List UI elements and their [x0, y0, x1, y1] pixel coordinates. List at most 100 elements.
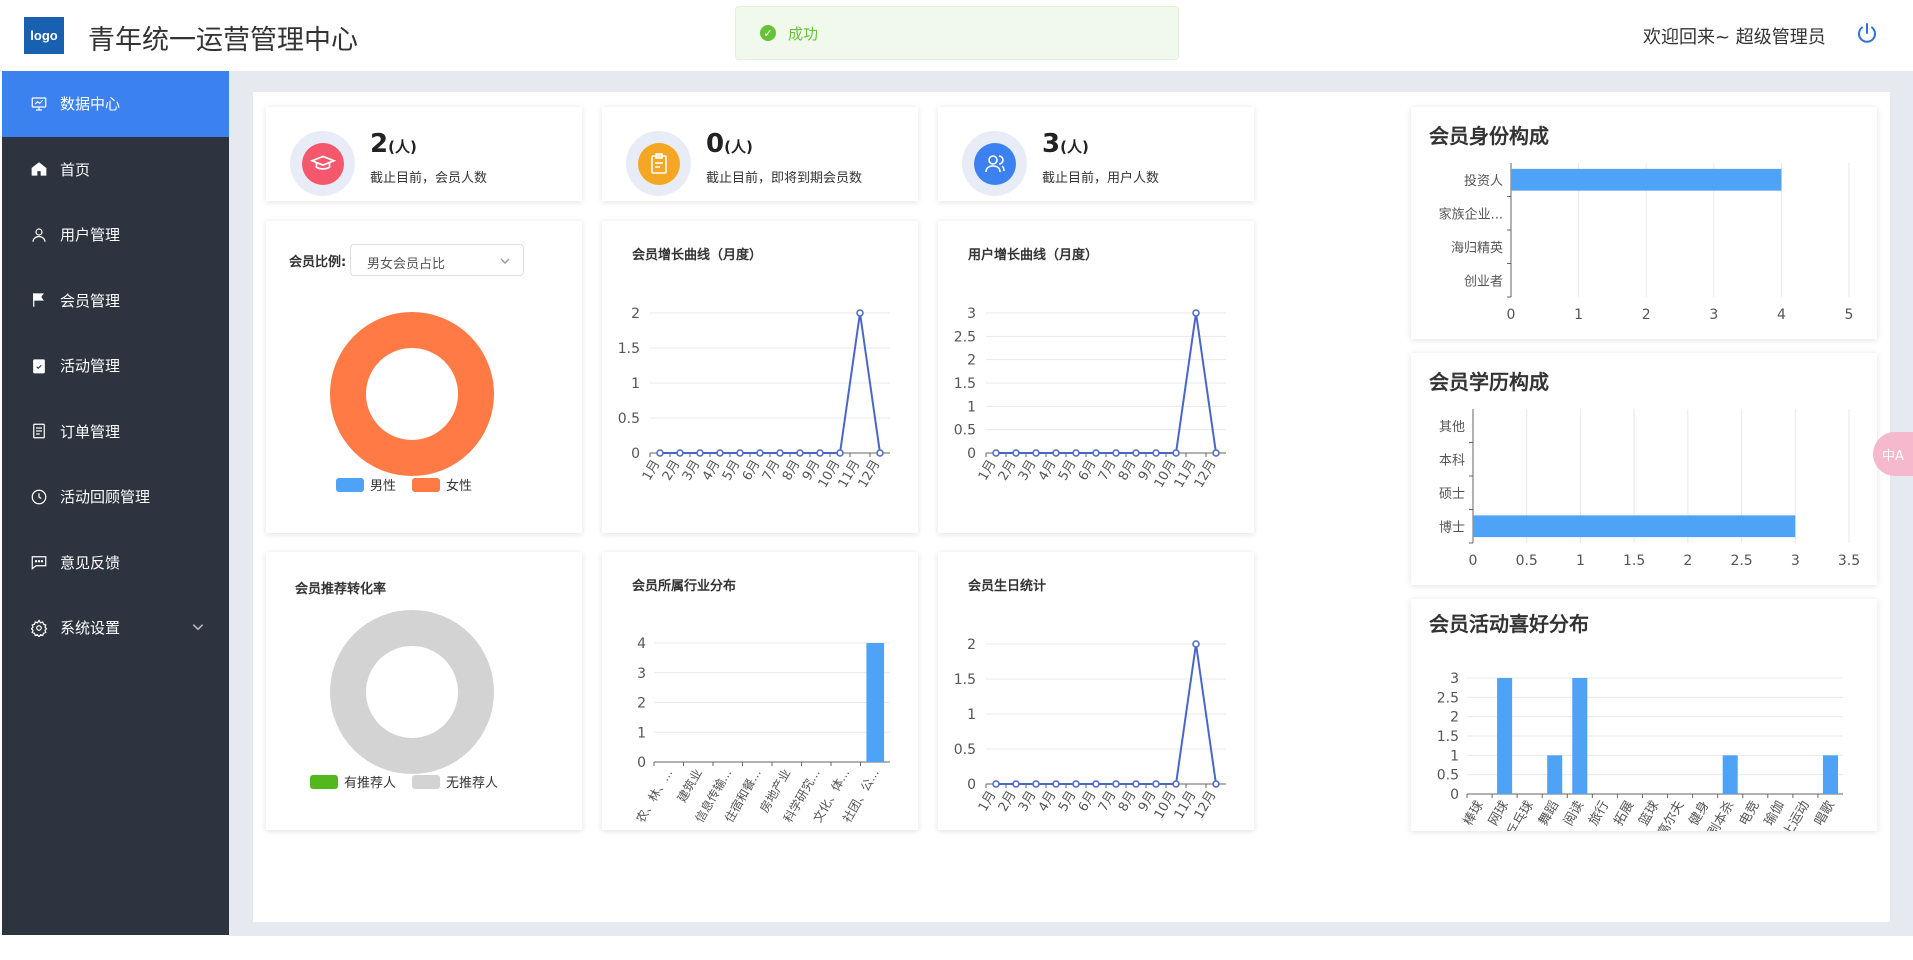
- chat-icon: [31, 556, 47, 571]
- member-ratio-label: 会员比例:: [289, 255, 347, 270]
- x-tick-label: 0.5: [1516, 553, 1538, 569]
- home-icon: [31, 162, 47, 176]
- chart-title: 会员学历构成: [1429, 370, 1549, 394]
- birthday-card: 会员生日统计 0 0.5 1 1.5 2 1月 2月 3月 4月 5月 6月 7月 8月 9月 10月 11月 1…: [938, 552, 1254, 830]
- data-point: [796, 449, 804, 457]
- power-icon[interactable]: [1855, 22, 1879, 46]
- stat-unit: (人): [1060, 138, 1089, 156]
- sidebar-item-label: 首页: [60, 160, 91, 179]
- bar: [1572, 678, 1588, 794]
- x-tick-label: 2: [1642, 307, 1651, 323]
- x-tick-label: 3月: [680, 458, 704, 484]
- x-tick-label: 1月: [640, 458, 664, 484]
- x-tick-label: 5月: [720, 458, 744, 484]
- sidebar-item-3[interactable]: 用户管理: [2, 202, 229, 268]
- pie-slice: [330, 312, 494, 476]
- chart-title: 会员所属行业分布: [632, 578, 736, 594]
- y-tick-label: 2: [631, 306, 640, 322]
- success-toast: ✓ 成功: [735, 6, 1179, 60]
- sidebar-item-9[interactable]: 系统设置: [2, 595, 229, 661]
- x-tick-label: 1: [1576, 553, 1585, 569]
- sidebar-item-2[interactable]: 首页: [2, 137, 229, 203]
- x-tick-label: 12月: [1192, 458, 1220, 491]
- sidebar-item-8[interactable]: 意见反馈: [2, 530, 229, 596]
- referral-title: 会员推荐转化率: [295, 582, 387, 597]
- x-tick-label: 6月: [740, 458, 764, 484]
- x-tick-label: 5月: [1056, 789, 1080, 815]
- data-point: [716, 449, 724, 457]
- x-tick-label: 瑜伽: [1762, 799, 1788, 829]
- x-tick-label: 剧本杀: [1705, 799, 1737, 832]
- y-tick-label: 家族企业...: [1439, 206, 1503, 222]
- clipboard-check-icon: [33, 359, 45, 374]
- x-tick-label: 3.5: [1838, 553, 1860, 569]
- translate-button[interactable]: 中A: [1873, 432, 1913, 476]
- sidebar-item-1[interactable]: 数据中心: [2, 71, 229, 137]
- data-point: [1132, 780, 1140, 788]
- x-tick-label: 唱歌: [1812, 799, 1838, 829]
- data-point: [656, 449, 664, 457]
- bar: [866, 643, 885, 762]
- chart-title: 会员身份构成: [1429, 124, 1549, 148]
- user-icon: [32, 228, 46, 242]
- bar: [1473, 515, 1796, 538]
- x-tick-label: 篮球: [1636, 799, 1662, 829]
- x-tick-label: 建筑业: [674, 766, 705, 805]
- x-tick-label: 7月: [1096, 458, 1120, 484]
- member-ratio-card: 会员比例: 男女会员占比 男性 女性: [266, 221, 582, 533]
- data-point: [1072, 780, 1080, 788]
- sidebar-item-5[interactable]: 活动管理: [2, 333, 229, 399]
- member-growth-chart: 会员增长曲线（月度）00.511.521月2月3月4月5月6月7月8月9月10月…: [618, 247, 890, 491]
- y-tick-label: 2: [637, 696, 646, 712]
- x-tick-label: 拓展: [1611, 799, 1637, 829]
- y-tick-label: 投资人: [1464, 173, 1503, 189]
- legend-swatch: [412, 478, 440, 492]
- data-point: [756, 449, 764, 457]
- y-tick-label: 其他: [1439, 420, 1465, 435]
- chart-title: 会员活动喜好分布: [1429, 612, 1589, 636]
- data-point: [1172, 780, 1180, 788]
- ratio-select[interactable]: 男女会员占比: [350, 244, 524, 276]
- stat-unit: (人): [724, 138, 753, 156]
- y-tick-label: 3: [637, 666, 646, 682]
- y-tick-label: 1: [967, 707, 976, 723]
- users-icon: [973, 142, 1016, 185]
- y-tick-label: 1.5: [954, 672, 976, 688]
- data-point: [1032, 449, 1040, 457]
- x-tick-label: 8月: [780, 458, 804, 484]
- referral-card: 会员推荐转化率 有推荐人 无推荐人: [266, 552, 582, 830]
- x-tick-label: 乒乓球: [1505, 799, 1537, 832]
- data-point: [816, 449, 824, 457]
- sidebar-item-6[interactable]: 订单管理: [2, 399, 229, 465]
- sidebar: 数据中心首页用户管理 会员管理 活动管理 订单管理 活动回顾管理 意见反馈 系统设置: [2, 71, 229, 935]
- stat-desc: 截止目前，会员人数: [370, 171, 488, 186]
- legend-label: 无推荐人: [446, 776, 498, 791]
- data-point: [1072, 449, 1080, 457]
- welcome-text: 欢迎回来~ 超级管理员: [1643, 27, 1826, 48]
- x-tick-label: 8月: [1116, 458, 1140, 484]
- y-tick-label: 0: [637, 755, 646, 771]
- member-growth-card: 会员增长曲线（月度） 0 0.5 1 1.5 2 1月 2月 3月 4月 5月 6月 7月 8月 9月 10月…: [602, 221, 918, 533]
- x-tick-label: 2月: [660, 458, 684, 484]
- data-point: [1192, 309, 1200, 317]
- sidebar-item-7[interactable]: 活动回顾管理: [2, 464, 229, 530]
- x-tick-label: 3月: [1016, 789, 1040, 815]
- birthday-line-chart: 会员生日统计00.511.521月2月3月4月5月6月7月8月9月10月11月1…: [954, 578, 1226, 822]
- check-circle-icon: ✓: [760, 25, 776, 41]
- graduation-cap-icon: [301, 142, 344, 185]
- x-tick-label: 2: [1683, 553, 1692, 569]
- sidebar-item-4[interactable]: 会员管理: [2, 268, 229, 334]
- x-tick-label: 4: [1777, 307, 1786, 323]
- logo[interactable]: logo: [24, 17, 64, 54]
- x-tick-label: 5: [1845, 307, 1854, 323]
- x-tick-label: 1月: [976, 789, 1000, 815]
- y-tick-label: 本科: [1439, 453, 1465, 468]
- y-tick-label: 博士: [1439, 520, 1465, 535]
- data-point: [696, 449, 704, 457]
- y-tick-label: 海归精英: [1451, 241, 1503, 256]
- data-point: [992, 449, 1000, 457]
- data-point: [1172, 449, 1180, 457]
- x-tick-label: 7月: [760, 458, 784, 484]
